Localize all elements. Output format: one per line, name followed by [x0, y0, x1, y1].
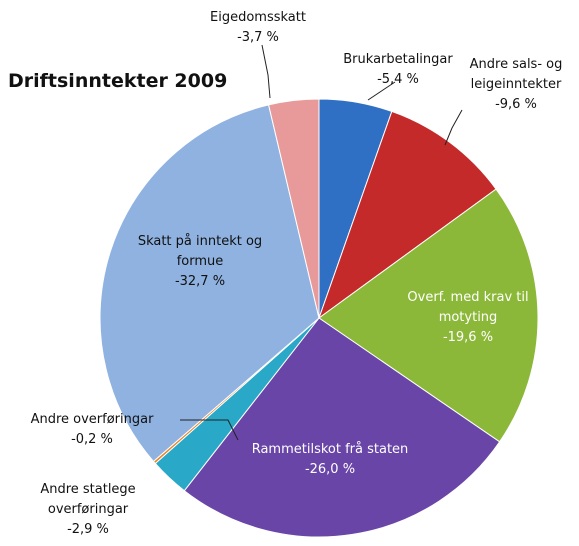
value-label: -0,2 %	[71, 432, 113, 447]
slice-label: Andre statlege overføringar -2,9 %	[13, 480, 163, 540]
value-label: -26,0 %	[304, 462, 356, 477]
category-label: Andre sals- og leigeinntekter	[469, 57, 563, 92]
leader-line	[367, 81, 396, 101]
value-label: -2,9 %	[67, 522, 109, 537]
value-label: -9,6 %	[495, 97, 537, 112]
pie-slice	[267, 98, 320, 319]
slice-label: Overf. med krav til motyting -19,6 %	[393, 288, 543, 348]
category-label: Overf. med krav til motyting	[407, 290, 529, 325]
leader-line	[180, 419, 239, 441]
pie-slice	[318, 188, 539, 443]
slice-label: Rammetilskot frå staten -26,0 %	[220, 440, 440, 480]
category-label: Andre overføringar	[30, 412, 154, 427]
category-label: Skatt på inntekt og formue	[137, 234, 263, 269]
chart-title: Driftsinntekter 2009	[8, 70, 228, 92]
value-label: -3,7 %	[237, 30, 279, 45]
leader-lines	[180, 44, 463, 441]
category-label: Andre statlege overføringar	[40, 482, 136, 517]
slice-label: Brukarbetalingar -5,4 %	[328, 50, 468, 90]
slice-label: Andre overføringar -0,2 %	[2, 410, 182, 450]
value-label: -32,7 %	[174, 274, 226, 289]
pie-slice	[183, 317, 501, 538]
value-label: -5,4 %	[377, 72, 419, 87]
category-label: Brukarbetalingar	[343, 52, 453, 67]
category-label: Rammetilskot frå staten	[251, 442, 409, 457]
leader-line	[261, 44, 271, 99]
slice-label: Andre sals- og leigeinntekter -9,6 %	[451, 55, 579, 115]
slice-label: Eigedomsskatt -3,7 %	[198, 8, 318, 48]
pie-slice	[317, 110, 497, 320]
leader-line	[444, 109, 463, 146]
slice-label: Skatt på inntekt og formue -32,7 %	[115, 232, 285, 292]
pie-slice	[99, 104, 320, 463]
value-label: -19,6 %	[442, 330, 494, 345]
category-label: Eigedomsskatt	[210, 10, 306, 25]
